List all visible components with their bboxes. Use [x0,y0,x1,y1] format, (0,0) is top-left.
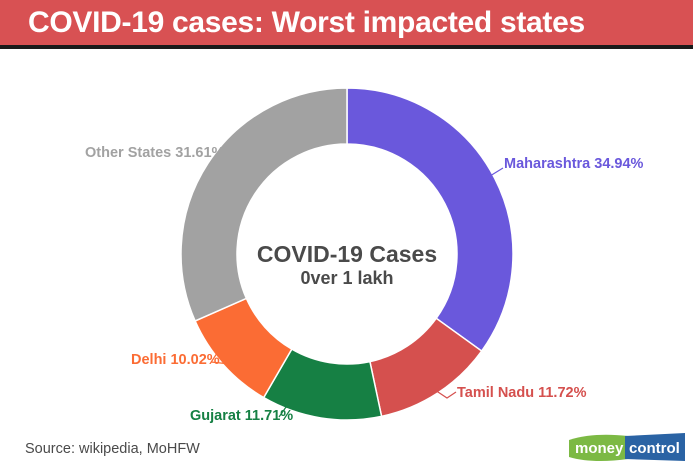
page-title: COVID-19 cases: Worst impacted states [28,5,585,39]
moneycontrol-logo: money control [568,431,686,468]
logo-text-money: money [575,440,624,457]
chart-center-text: COVID-19 Cases 0ver 1 lakh [257,241,437,289]
donut-segment-other-states [180,87,348,322]
chart-subtitle: 0ver 1 lakh [300,268,394,288]
leader-line-gujarat [278,406,322,418]
donut-segment-maharashtra [346,87,514,353]
label-gujarat: Gujarat 11.71% [190,408,294,424]
label-other-states: Other States 31.61% [85,145,225,161]
header-banner: COVID-19 cases: Worst impacted states [0,0,693,49]
logo-green-flag [569,434,628,462]
leader-line-maharashtra [489,167,504,177]
leader-line-delhi [210,361,249,370]
logo-text-control: control [629,440,680,457]
label-delhi: Delhi 10.02% [131,352,220,368]
label-tamil-nadu: Tamil Nadu 11.72% [457,385,587,401]
leader-line-tamil-nadu [434,389,457,399]
moneycontrol-logo-svg: money control [569,433,685,462]
chart-title: COVID-19 Cases [256,241,438,267]
label-maharashtra: Maharashtra 34.94% [504,156,644,172]
leader-line-other-states [257,153,278,167]
source-attribution: Source: wikipedia, MoHFW [25,441,200,457]
logo-blue-flag [625,433,685,461]
